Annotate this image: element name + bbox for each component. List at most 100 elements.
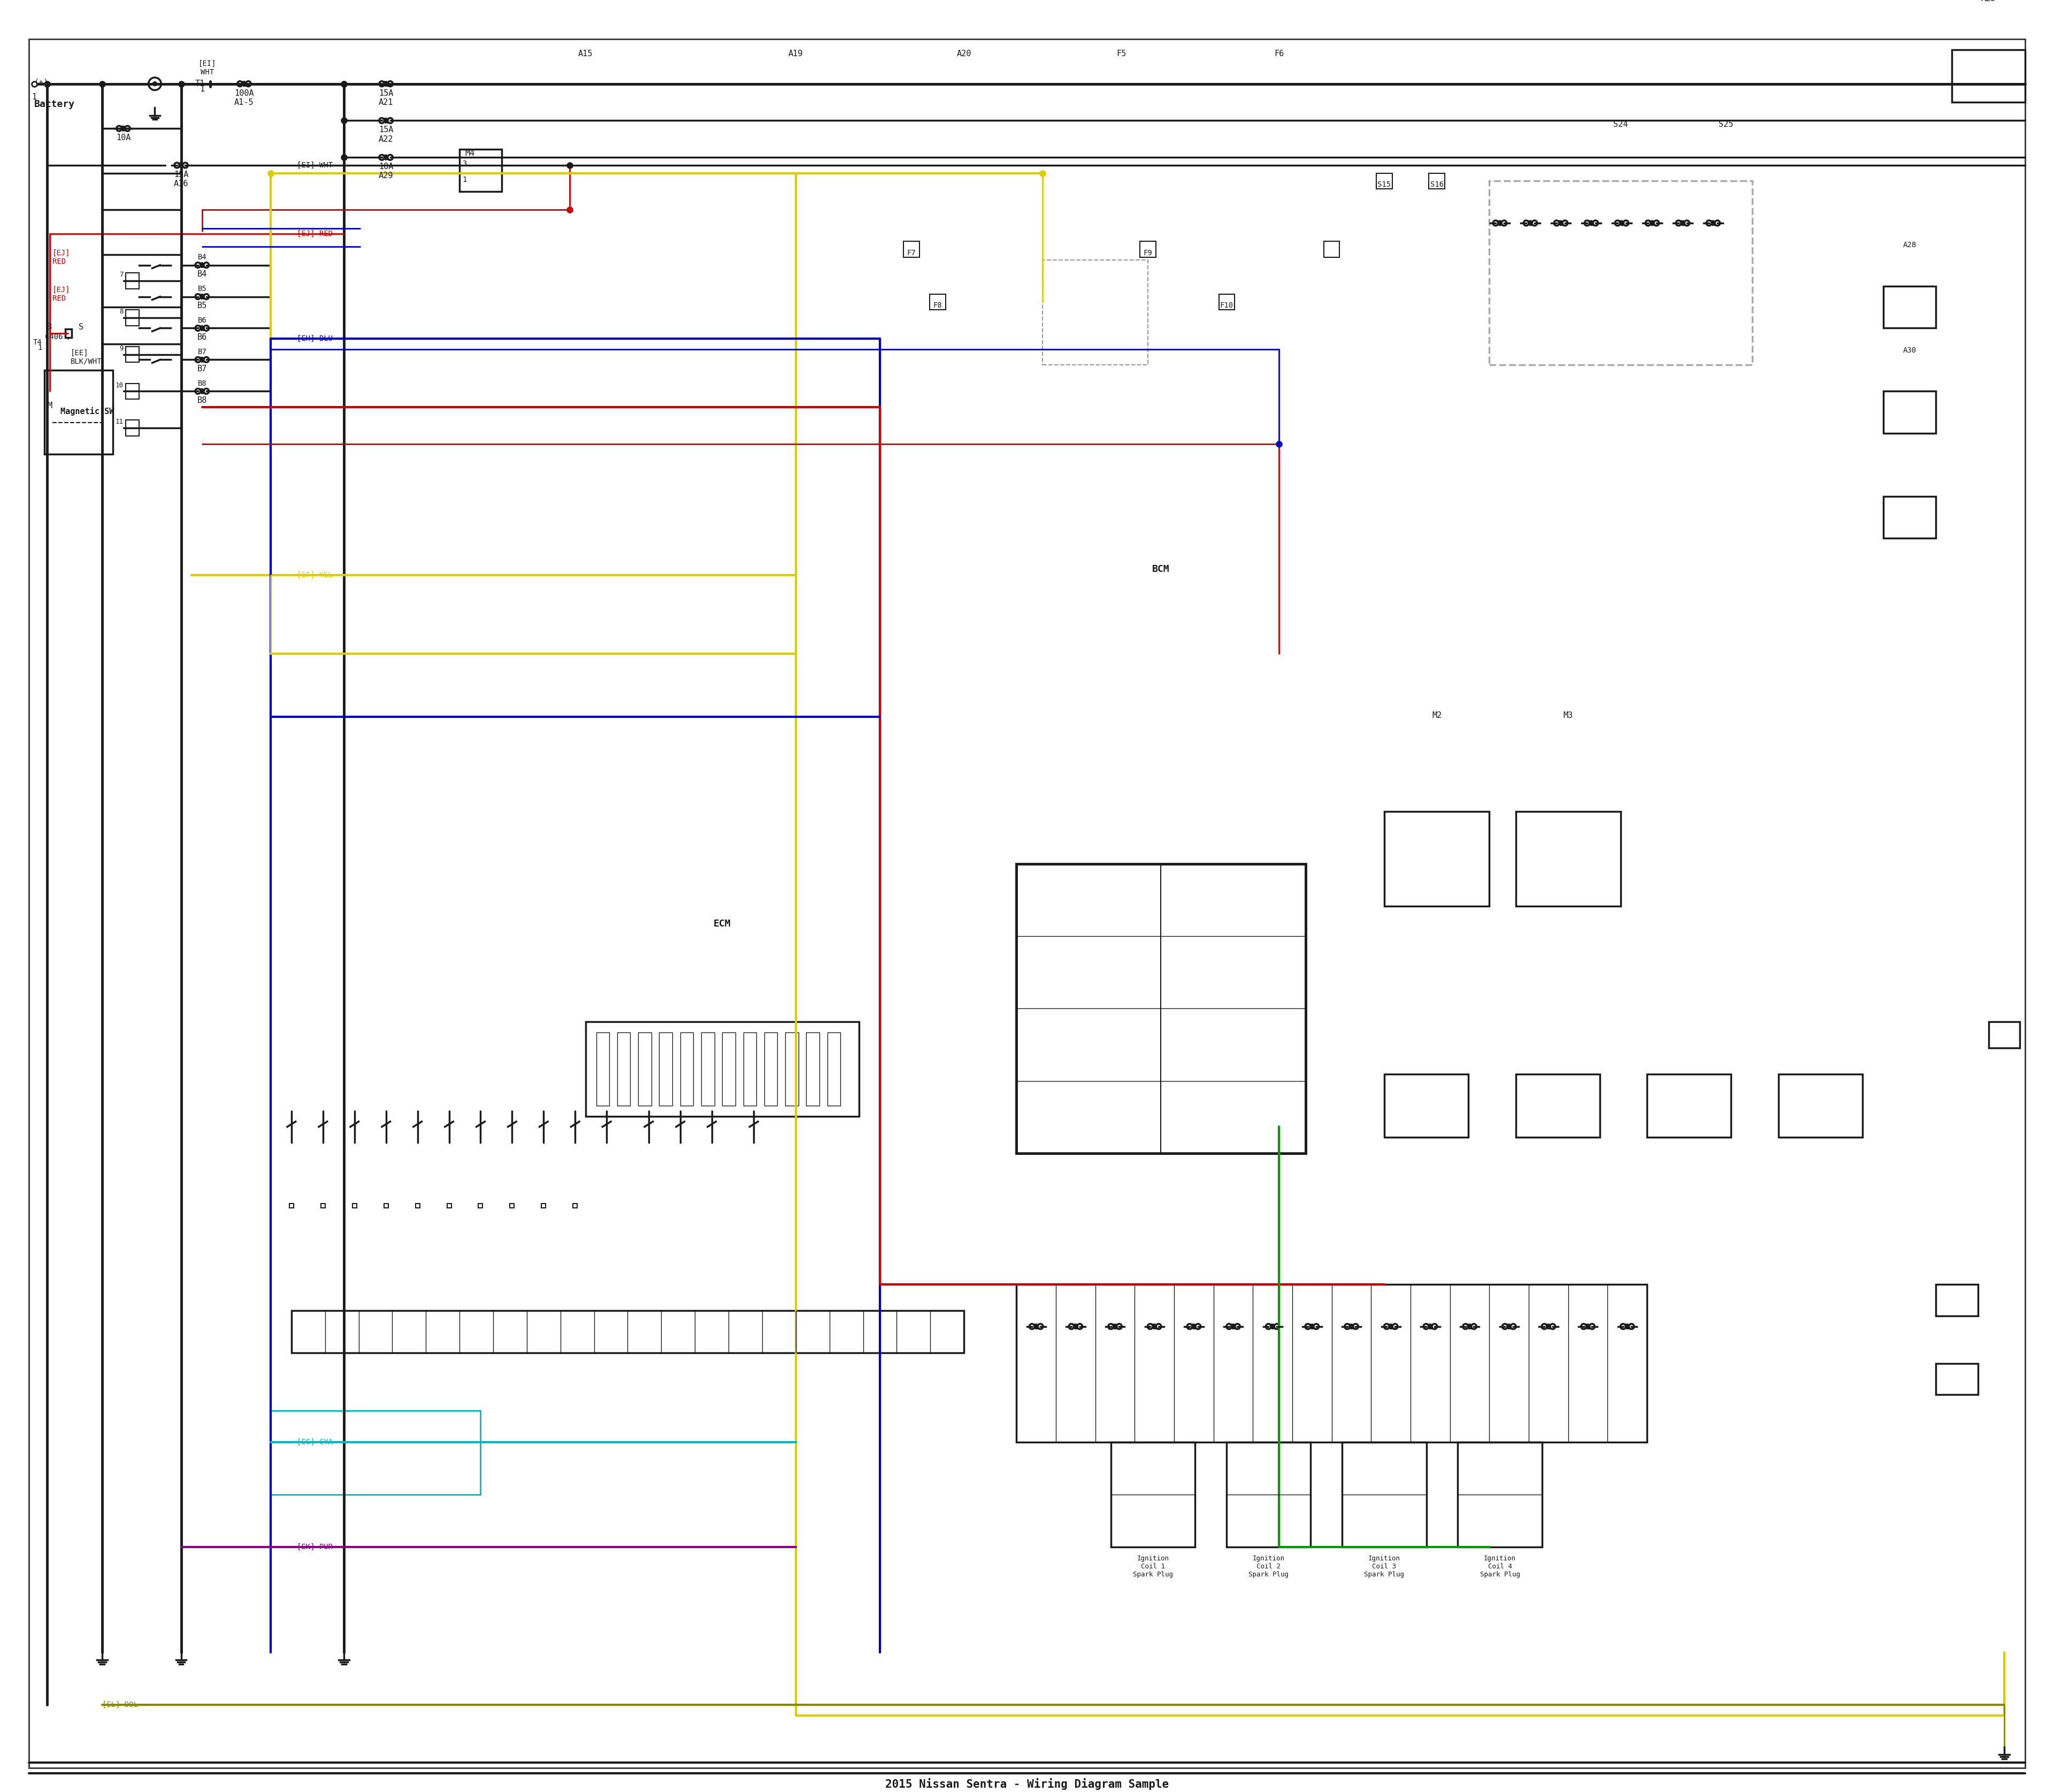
Bar	[1384, 1073, 1469, 1138]
Bar	[639, 1032, 651, 1106]
Bar	[1988, 1021, 2019, 1048]
Bar	[1884, 496, 1937, 538]
Bar	[723, 1032, 735, 1106]
Text: 2015 Nissan Sentra - Wiring Diagram Sample: 2015 Nissan Sentra - Wiring Diagram Samp…	[885, 1778, 1169, 1790]
Text: F5: F5	[1117, 50, 1126, 57]
Text: 8: 8	[119, 308, 123, 315]
Bar	[1884, 391, 1937, 434]
Bar	[1951, 50, 2025, 102]
Bar	[125, 272, 140, 289]
Bar	[930, 294, 945, 310]
Text: A15: A15	[579, 50, 594, 57]
Bar	[125, 346, 140, 362]
Text: S: S	[78, 323, 84, 332]
Text: [EK] PUR: [EK] PUR	[296, 1543, 333, 1550]
Text: M4: M4	[464, 149, 474, 158]
Bar	[125, 419, 140, 435]
Text: F10: F10	[1220, 301, 1232, 310]
Text: F6: F6	[1273, 50, 1284, 57]
Bar	[596, 1032, 610, 1106]
Text: 10A: 10A	[115, 134, 131, 142]
Text: [EG] CYA: [EG] CYA	[296, 1439, 333, 1446]
Text: (+): (+)	[35, 79, 49, 86]
Bar	[125, 383, 140, 400]
Bar	[1140, 242, 1156, 258]
Text: F7: F7	[908, 249, 916, 256]
Bar	[764, 1032, 776, 1106]
Bar	[1937, 1285, 1978, 1315]
Text: [EI] WHT: [EI] WHT	[296, 161, 333, 168]
Bar	[1376, 174, 1393, 188]
Text: 9: 9	[119, 346, 123, 351]
Bar	[1341, 1443, 1425, 1546]
Bar	[1017, 864, 1306, 1152]
Text: S25: S25	[1719, 120, 1734, 129]
Text: 1: 1	[37, 344, 41, 351]
Text: B4: B4	[197, 253, 207, 262]
Text: B6: B6	[197, 333, 207, 342]
Text: B8: B8	[197, 380, 207, 387]
Bar	[807, 1032, 820, 1106]
Text: B5: B5	[197, 285, 207, 292]
Text: 11: 11	[115, 419, 123, 425]
Bar	[680, 1032, 694, 1106]
Bar	[1647, 1073, 1732, 1138]
Text: 10: 10	[115, 382, 123, 389]
Text: Ignition
Coil 1
Spark Plug: Ignition Coil 1 Spark Plug	[1134, 1555, 1173, 1579]
Text: 15A
A22: 15A A22	[378, 125, 392, 143]
Text: 15A
A16: 15A A16	[175, 170, 189, 188]
Bar	[585, 1021, 859, 1116]
Text: Magnetic SW: Magnetic SW	[60, 407, 113, 416]
Bar	[1017, 1285, 1647, 1443]
Text: A20: A20	[957, 50, 972, 57]
Text: Battery: Battery	[35, 100, 74, 109]
Bar	[1043, 260, 1148, 366]
Text: 15A
A21: 15A A21	[378, 90, 392, 106]
Text: Ignition
Coil 2
Spark Plug: Ignition Coil 2 Spark Plug	[1249, 1555, 1288, 1579]
Bar	[744, 1032, 756, 1106]
Text: B4: B4	[197, 271, 207, 278]
Bar	[460, 149, 501, 192]
Text: S16: S16	[1430, 181, 1444, 188]
Text: S24: S24	[1612, 120, 1629, 129]
Text: [EJ] RED: [EJ] RED	[296, 229, 333, 237]
Text: [EL] DOL: [EL] DOL	[103, 1701, 138, 1708]
Bar	[1516, 1073, 1600, 1138]
Bar	[1884, 287, 1937, 328]
Text: B6: B6	[197, 317, 207, 324]
Text: M2: M2	[1432, 711, 1442, 720]
Text: A25: A25	[1982, 0, 1996, 2]
Text: 10A
A29: 10A A29	[378, 163, 392, 179]
Bar	[1325, 242, 1339, 258]
Text: ECM: ECM	[713, 919, 731, 928]
Bar	[125, 310, 140, 326]
Bar	[1430, 174, 1444, 188]
Text: 1: 1	[462, 176, 466, 183]
Bar	[1937, 1364, 1978, 1394]
Bar	[1384, 812, 1489, 907]
Bar	[785, 1032, 799, 1106]
Bar	[828, 1032, 840, 1106]
Bar	[271, 1410, 481, 1495]
Text: 100A
A1-5: 100A A1-5	[234, 90, 255, 106]
Text: Ignition
Coil 4
Spark Plug: Ignition Coil 4 Spark Plug	[1479, 1555, 1520, 1579]
Text: 1: 1	[199, 84, 205, 93]
Bar	[700, 1032, 715, 1106]
Text: T1: T1	[195, 79, 205, 88]
Text: 1: 1	[31, 93, 37, 102]
Text: [EF] YEL: [EF] YEL	[296, 572, 333, 579]
Text: [EE]
BLK/WHT: [EE] BLK/WHT	[70, 349, 103, 366]
Text: 3: 3	[462, 159, 466, 167]
Circle shape	[152, 82, 156, 86]
Text: [EH] BLU: [EH] BLU	[296, 335, 333, 342]
Text: F9: F9	[1144, 249, 1152, 256]
Text: [EJ]
RED: [EJ] RED	[51, 287, 70, 303]
Bar	[904, 242, 920, 258]
Bar	[1458, 1443, 1543, 1546]
Bar	[1226, 1443, 1310, 1546]
Bar	[1111, 1443, 1195, 1546]
Bar	[66, 330, 72, 337]
Text: Ignition
Coil 3
Spark Plug: Ignition Coil 3 Spark Plug	[1364, 1555, 1405, 1579]
Text: A30: A30	[1902, 346, 1916, 355]
Bar	[292, 1310, 963, 1353]
